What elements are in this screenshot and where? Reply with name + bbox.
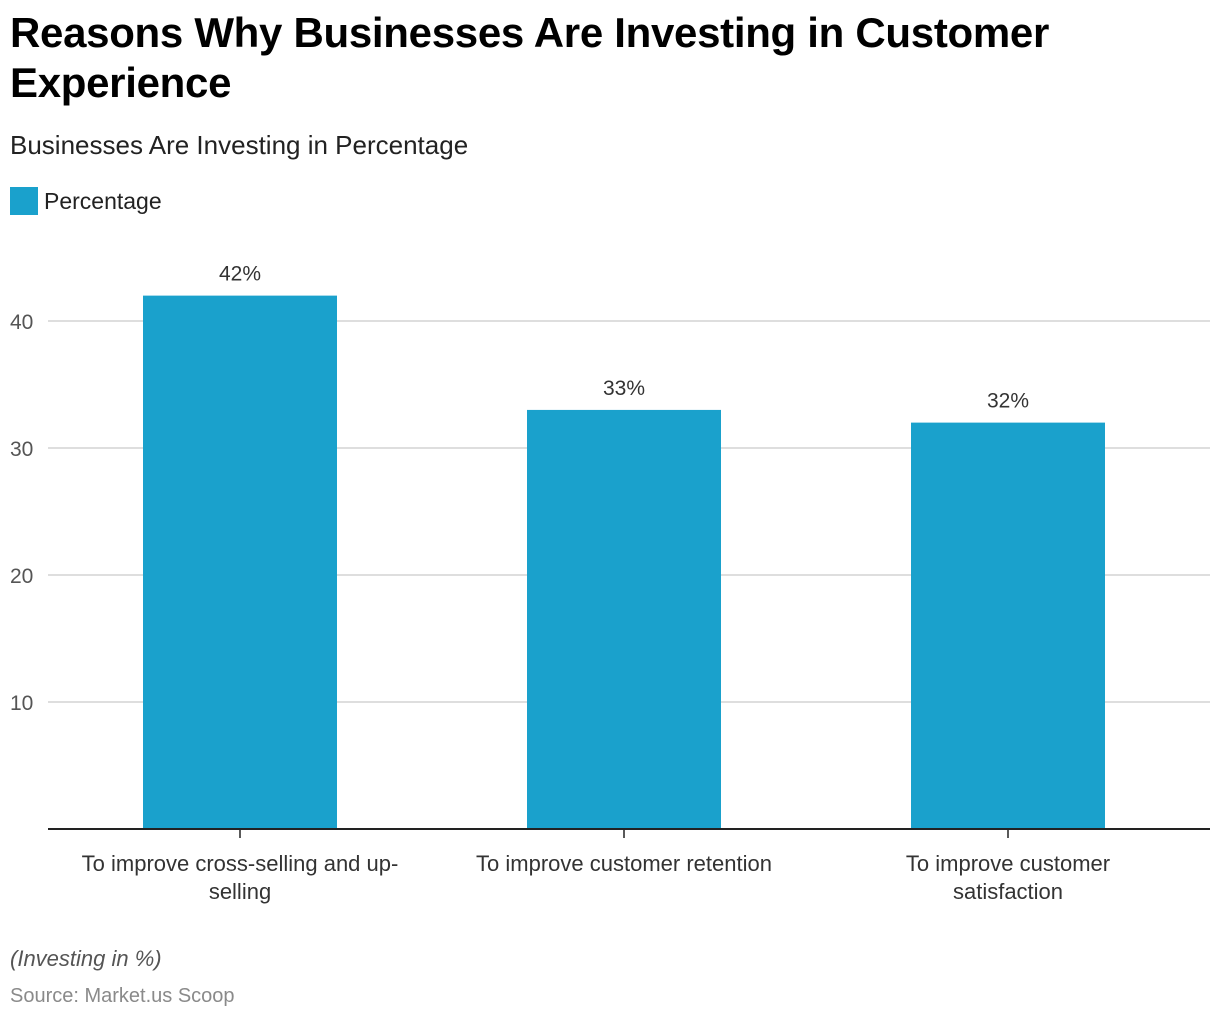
chart-note: (Investing in %) [10,946,162,971]
chart-source: Source: Market.us Scoop [10,985,235,1007]
y-tick-label: 40 [10,311,33,334]
data-label: 32% [987,390,1029,413]
bar [911,422,1105,829]
bar [143,295,337,829]
legend-label: Percentage [44,187,162,214]
bar-chart: 10 20 30 40 42% To improve cross-selling and … [10,263,1210,904]
chart-legend: Percentage [10,187,162,215]
chart-title: Reasons Why Businesses Are Investing in … [10,9,1050,106]
legend-swatch [10,187,38,215]
y-tick-label: 10 [10,692,33,715]
y-tick-label: 30 [10,438,33,461]
x-tick-label: To improve customer satisfaction [906,851,1110,904]
data-label: 33% [603,377,645,400]
y-tick-label: 20 [10,565,33,588]
data-label: 42% [219,263,261,286]
chart-subtitle: Businesses Are Investing in Percentage [10,130,469,160]
x-tick-label: To improve cross-selling and up-selling [82,851,399,904]
bar [527,409,721,829]
x-tick-label: To improve customer retention [476,851,772,876]
